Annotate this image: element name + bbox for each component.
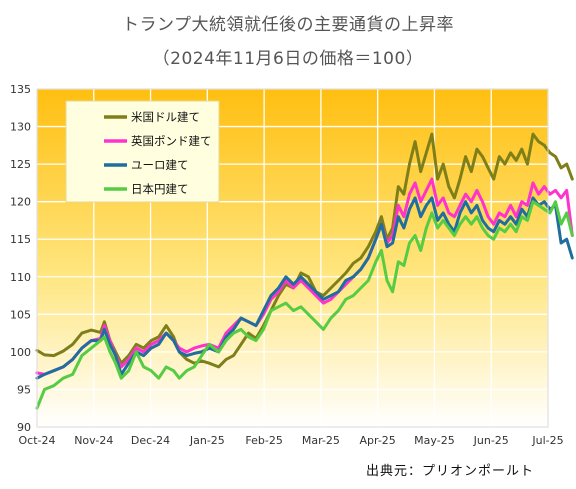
x-tick-label: Jan-25 — [189, 434, 225, 447]
plot-border — [36, 88, 549, 428]
legend-label-3: ユーロ建て — [131, 158, 189, 172]
x-tick-label: Jul-25 — [531, 434, 563, 447]
x-tick-label: Nov-24 — [74, 434, 113, 447]
legend-label-4: 日本円建て — [131, 182, 189, 196]
y-tick-label: 100 — [10, 346, 31, 359]
legend-box — [65, 100, 220, 203]
x-tick-label: Feb-25 — [245, 434, 282, 447]
y-tick-label: 90 — [17, 421, 31, 434]
y-tick-label: 125 — [10, 158, 31, 171]
legend-label-2: 英国ポンド建て — [131, 134, 212, 148]
x-tick-label: Apr-25 — [360, 434, 396, 447]
y-tick-label: 135 — [10, 83, 31, 96]
y-tick-label: 130 — [10, 121, 31, 134]
chart-title: トランプ大統領就任後の主要通貨の上昇率 — [122, 15, 454, 35]
x-tick-label: Dec-24 — [131, 434, 170, 447]
x-tick-label: Oct-24 — [19, 434, 56, 447]
series-line-3 — [35, 196, 574, 380]
series-line-4 — [35, 200, 574, 410]
x-tick-label: Mar-25 — [302, 434, 340, 447]
x-tick-label: Jun-25 — [473, 434, 509, 447]
source-note: 出典元：プリオンポールト — [366, 464, 534, 479]
y-tick-label: 120 — [10, 196, 31, 209]
series-line-1 — [35, 132, 574, 369]
chart-subtitle: （2024年11月6日の価格＝100） — [152, 49, 424, 69]
y-tick-label: 115 — [10, 233, 31, 246]
y-tick-label: 105 — [10, 308, 31, 321]
y-tick-label: 95 — [17, 383, 31, 396]
x-tick-label: May-25 — [414, 434, 455, 447]
legend-label-1: 米国ドル建て — [131, 110, 200, 124]
y-tick-label: 110 — [10, 271, 31, 284]
